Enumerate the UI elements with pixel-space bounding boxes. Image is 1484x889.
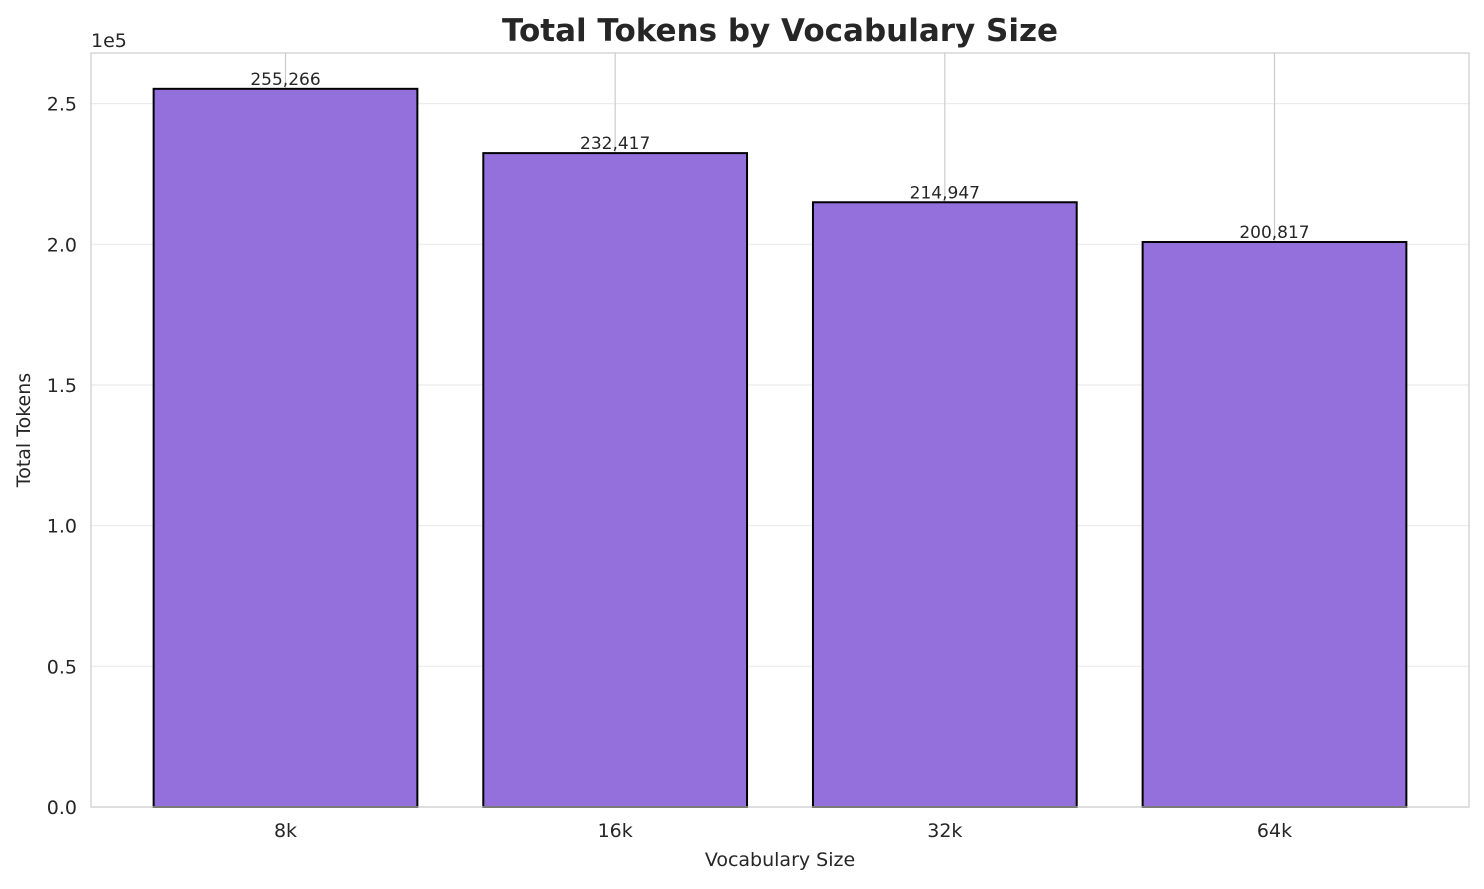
ticks: 0.0 0.5 1.0 1.5 2.0 2.5 8k 16k 32k 64k (47, 94, 1292, 842)
x-tick-label: 32k (927, 820, 962, 842)
data-label: 200,817 (1239, 223, 1309, 243)
bar-64k (1141, 241, 1408, 809)
y-offset-label: 1e5 (91, 30, 127, 52)
y-tick-label: 2.0 (47, 234, 77, 256)
data-label: 232,417 (580, 134, 650, 154)
y-tick-label: 1.0 (47, 516, 77, 538)
x-tick-label: 16k (598, 820, 633, 842)
x-axis-label: Vocabulary Size (705, 849, 855, 871)
bar-8k (152, 87, 419, 809)
bar-16k (482, 152, 749, 809)
x-tick-label: 64k (1257, 820, 1292, 842)
data-label: 255,266 (250, 70, 320, 90)
chart-title: Total Tokens by Vocabulary Size (502, 13, 1058, 49)
y-axis-label: Total Tokens (13, 373, 35, 488)
data-label: 214,947 (910, 183, 980, 203)
x-tick-label: 8k (274, 820, 297, 842)
y-tick-label: 1.5 (47, 375, 77, 397)
bar-32k (811, 201, 1078, 808)
y-tick-label: 2.5 (47, 94, 77, 116)
y-tick-label: 0.5 (47, 656, 77, 678)
y-tick-label: 0.0 (47, 797, 77, 819)
plot-frame (90, 52, 1470, 808)
data-labels: 255,266 232,417 214,947 200,817 (250, 70, 1309, 243)
bars (152, 87, 1408, 809)
